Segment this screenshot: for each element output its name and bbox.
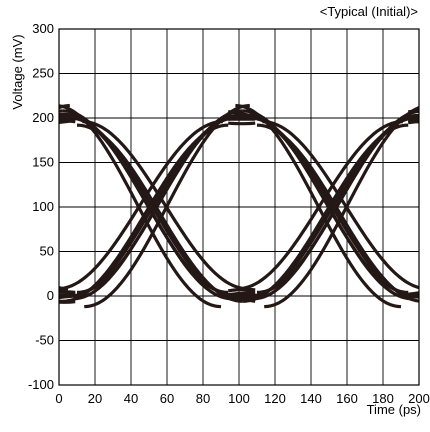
x-tick-label: 120 bbox=[264, 391, 286, 406]
eye-trace bbox=[66, 113, 232, 301]
eye-trace bbox=[59, 115, 76, 119]
y-tick-label: 0 bbox=[47, 288, 54, 303]
y-tick-label: 200 bbox=[32, 110, 54, 125]
x-tick-label: 160 bbox=[336, 391, 358, 406]
y-tick-label: 100 bbox=[32, 199, 54, 214]
x-tick-label: 140 bbox=[300, 391, 322, 406]
tick-labels: 0 20 40 60 80 100 120 140 160 180 200 -100 -50 0 50 100… bbox=[28, 21, 430, 406]
x-tick-label: 100 bbox=[228, 391, 250, 406]
y-tick-label: -100 bbox=[28, 377, 54, 392]
x-tick-label: 40 bbox=[124, 391, 138, 406]
x-tick-label: 0 bbox=[55, 391, 62, 406]
eye-traces bbox=[59, 103, 419, 309]
eye-trace bbox=[59, 117, 76, 124]
x-tick-label: 180 bbox=[372, 391, 394, 406]
eye-trace bbox=[228, 121, 256, 126]
y-tick-label: 250 bbox=[32, 66, 54, 81]
x-axis-title: Time (ps) bbox=[367, 402, 421, 417]
y-tick-label: 300 bbox=[32, 21, 54, 36]
y-axis-title: Voltage (mV) bbox=[10, 34, 25, 109]
eye-trace bbox=[59, 300, 76, 304]
eye-trace bbox=[408, 119, 419, 125]
eye-trace bbox=[246, 113, 412, 301]
eye-trace bbox=[59, 289, 76, 295]
grid-lines bbox=[58, 28, 420, 386]
y-tick-label: 150 bbox=[32, 155, 54, 170]
eye-trace bbox=[262, 120, 419, 290]
eye-trace bbox=[408, 291, 419, 296]
eye-trace bbox=[228, 115, 256, 121]
eye-trace bbox=[82, 120, 249, 291]
eye-trace bbox=[228, 293, 256, 299]
eye-trace bbox=[228, 290, 256, 297]
x-tick-label: 20 bbox=[88, 391, 102, 406]
eye-trace bbox=[59, 293, 76, 297]
plot-frame bbox=[58, 28, 420, 386]
x-tick-label: 200 bbox=[408, 391, 430, 406]
eye-trace bbox=[227, 287, 256, 293]
chart-subtitle: <Typical (Initial)> bbox=[320, 4, 418, 19]
eye-trace bbox=[237, 120, 403, 291]
eye-trace bbox=[253, 113, 419, 301]
y-tick-label: -50 bbox=[35, 333, 54, 348]
x-tick-label: 80 bbox=[196, 391, 210, 406]
eye-trace bbox=[73, 113, 240, 301]
y-tick-label: 50 bbox=[40, 244, 54, 259]
x-tick-label: 60 bbox=[160, 391, 174, 406]
eye-trace bbox=[408, 116, 419, 121]
eye-trace bbox=[408, 294, 419, 299]
eye-trace bbox=[408, 109, 419, 114]
eye-trace bbox=[59, 120, 223, 291]
